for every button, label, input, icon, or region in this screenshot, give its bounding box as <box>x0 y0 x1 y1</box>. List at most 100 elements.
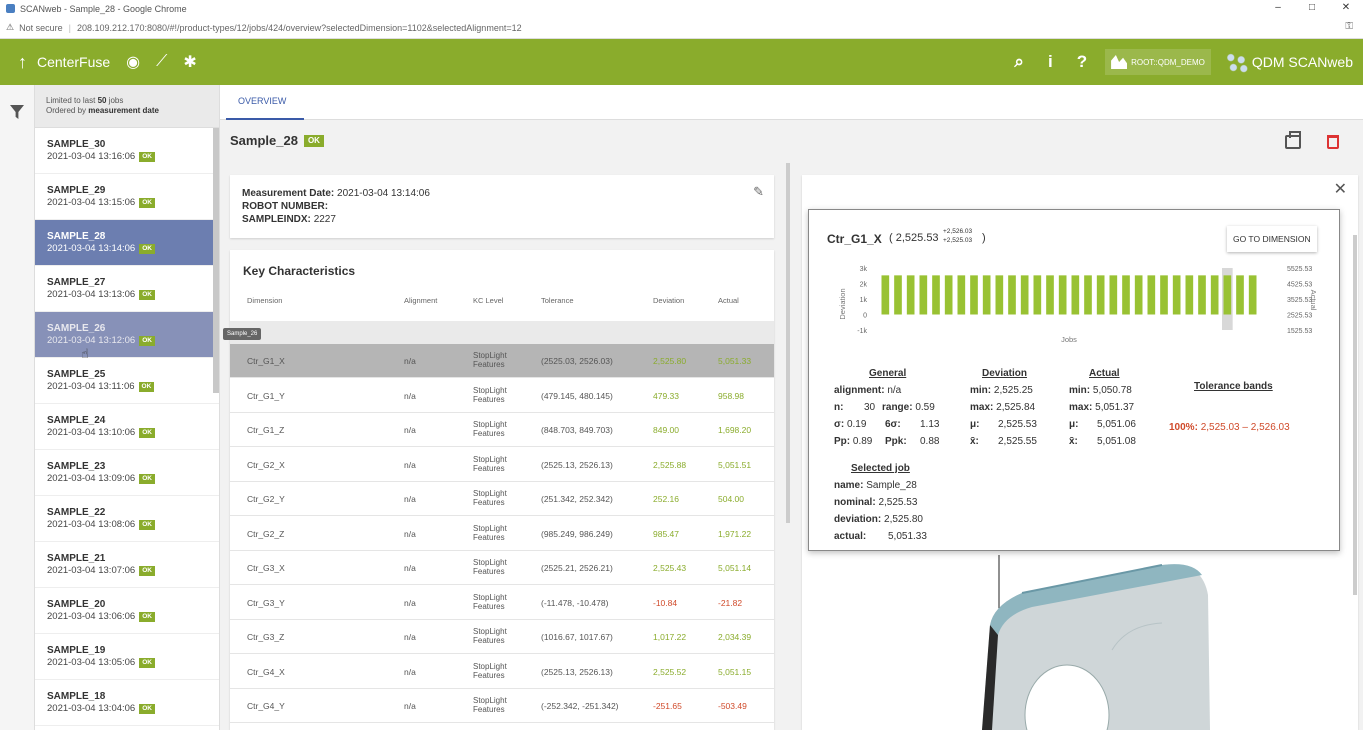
table-row[interactable]: Ctr_G3_Z n/a StopLight Features (1016.67, 10… <box>230 620 774 654</box>
job-list-item[interactable]: SAMPLE_25 2021-03-04 13:11:06 OK <box>35 358 219 404</box>
job-list-item[interactable]: SAMPLE_18 2021-03-04 13:04:06 OK <box>35 680 219 726</box>
brand-title[interactable]: CenterFuse <box>37 54 111 70</box>
job-status-badge: OK <box>139 473 155 484</box>
chart-bar[interactable] <box>932 275 940 315</box>
edit-pencil-icon[interactable]: ✎ <box>753 184 764 199</box>
job-list-item[interactable]: SAMPLE_29 2021-03-04 13:15:06 OK <box>35 174 219 220</box>
url-text[interactable]: 208.109.212.170:8080/#!/product-types/12… <box>76 22 522 33</box>
chart-bar[interactable] <box>957 275 966 315</box>
chart-bar[interactable] <box>1033 275 1042 315</box>
table-row[interactable]: Ctr_G2_Z n/a StopLight Features (985.249, 98… <box>230 517 774 551</box>
cell-tolerance: (-252.342, -251.342) <box>541 701 619 711</box>
go-to-dimension-button[interactable]: GO TO DIMENSION <box>1227 226 1317 252</box>
delete-icon[interactable] <box>1327 135 1339 149</box>
chart-bar[interactable] <box>1109 275 1118 315</box>
filter-icon[interactable] <box>10 105 24 119</box>
table-row[interactable]: Ctr_G4_Y n/a StopLight Features (-252.342, -… <box>230 689 774 723</box>
detail-scrollbar[interactable] <box>1353 235 1357 595</box>
chart-bar[interactable] <box>1008 275 1016 315</box>
chart-bar[interactable] <box>919 275 928 315</box>
chart-bar[interactable] <box>1160 275 1168 315</box>
col-kc-level[interactable]: KC Level <box>473 296 504 305</box>
job-status-badge: OK <box>139 243 155 254</box>
chart-bar[interactable] <box>1147 275 1156 315</box>
cell-deviation: -251.65 <box>653 701 682 711</box>
table-row[interactable]: Ctr_G2_X n/a StopLight Features (2525.13, 25… <box>230 448 774 482</box>
table-row[interactable]: Ctr_G3_Y n/a StopLight Features (-11.478, -1… <box>230 586 774 620</box>
job-list-item[interactable]: SAMPLE_21 2021-03-04 13:07:06 OK <box>35 542 219 588</box>
job-list-item[interactable]: SAMPLE_23 2021-03-04 13:09:06 OK <box>35 450 219 496</box>
chart-bar[interactable] <box>1122 275 1130 315</box>
key-icon[interactable]: ⚿ <box>1345 21 1353 32</box>
col-tolerance[interactable]: Tolerance <box>541 296 574 305</box>
print-icon[interactable] <box>1285 131 1301 149</box>
dimension-card: Ctr_G1_X ( 2,525.53 +2,526.03 +2,525.03 )… <box>808 209 1340 551</box>
general-six-sigma-value: 1.13 <box>920 419 940 430</box>
search-icon[interactable]: ⌕ <box>1014 52 1024 71</box>
eye-icon[interactable]: ◉ <box>126 54 141 71</box>
job-list-item[interactable]: SAMPLE_24 2021-03-04 13:10:06 OK <box>35 404 219 450</box>
job-list-item[interactable]: SAMPLE_27 2021-03-04 13:13:06 OK <box>35 266 219 312</box>
close-icon[interactable]: ✕ <box>1333 181 1347 198</box>
cell-actual: 2,034.39 <box>718 632 752 642</box>
address-bar[interactable]: ⚠ Not secure | 208.109.212.170:8080/#!/p… <box>0 17 1363 39</box>
cell-tolerance: (985.249, 986.249) <box>541 528 613 539</box>
user-box[interactable]: ROOT::QDM_DEMO <box>1105 49 1211 75</box>
chart-bar[interactable] <box>894 275 902 315</box>
chart-bar[interactable] <box>944 275 953 315</box>
job-list-item[interactable]: SAMPLE_30 2021-03-04 13:16:06 OK <box>35 128 219 174</box>
chart-bar[interactable] <box>1185 275 1194 315</box>
col-deviation[interactable]: Deviation <box>653 296 685 305</box>
table-row[interactable]: Ctr_G2_Y n/a StopLight Features (251.342, 25… <box>230 482 774 516</box>
gear-icon[interactable]: ✱ <box>183 54 197 71</box>
up-arrow-icon[interactable]: ↑ <box>18 51 27 72</box>
y2-tick-label: 2525.53 <box>1287 313 1312 320</box>
close-button[interactable]: ✕ <box>1341 2 1351 13</box>
job-list-item[interactable]: SAMPLE_20 2021-03-04 13:06:06 OK <box>35 588 219 634</box>
col-actual[interactable]: Actual <box>718 296 739 305</box>
chart-bar[interactable] <box>970 275 978 315</box>
chart-bar[interactable] <box>1058 275 1067 315</box>
chart-bar[interactable] <box>881 275 890 315</box>
chart-bar[interactable] <box>995 275 1004 315</box>
y-tick-label: 1k <box>860 297 868 304</box>
chart-icon[interactable]: ⟋ <box>156 53 168 70</box>
chart-bar[interactable] <box>1248 275 1257 315</box>
job-list-item[interactable]: SAMPLE_22 2021-03-04 13:08:06 OK <box>35 496 219 542</box>
chart-bar[interactable] <box>1210 275 1219 315</box>
info-icon[interactable]: i <box>1047 52 1053 71</box>
table-row[interactable]: Ctr_G4_X n/a StopLight Features (2525.13, 25… <box>230 655 774 689</box>
chart-bar[interactable] <box>1223 275 1232 315</box>
chart-bar[interactable] <box>1071 275 1080 315</box>
table-row[interactable]: Ctr_G1_Y n/a StopLight Features (479.145, 48… <box>230 379 774 413</box>
col-dimension[interactable]: Dimension <box>247 296 283 305</box>
table-row[interactable]: Ctr_G3_X n/a StopLight Features (2525.21, 25… <box>230 551 774 585</box>
chart-bar[interactable] <box>1020 275 1029 315</box>
chart-bar[interactable] <box>1198 275 1206 315</box>
maximize-button[interactable]: □ <box>1308 2 1316 13</box>
chart-bar[interactable] <box>1236 275 1244 315</box>
chart-bar[interactable] <box>1084 275 1092 315</box>
jobs-scrollbar[interactable] <box>213 128 219 393</box>
table-row[interactable]: Ctr_G1_Z n/a StopLight Features (848.703, 84… <box>230 413 774 447</box>
job-list-item[interactable]: SAMPLE_28 2021-03-04 13:14:06 OK <box>35 220 219 266</box>
chart-bar[interactable] <box>982 275 991 315</box>
chart-bar[interactable] <box>1096 275 1105 315</box>
part-3d-model[interactable] <box>962 555 1222 730</box>
col-alignment[interactable]: Alignment <box>404 296 438 305</box>
cell-actual: 504.00 <box>718 494 744 504</box>
job-date: 2021-03-04 13:14:06 OK <box>47 243 219 254</box>
help-icon[interactable]: ? <box>1076 52 1088 71</box>
kc-title: Key Characteristics <box>243 264 356 278</box>
job-list-item[interactable]: SAMPLE_26 2021-03-04 13:12:06 OK <box>35 312 219 358</box>
chart-bar[interactable] <box>1046 275 1054 315</box>
job-list-item[interactable]: SAMPLE_19 2021-03-04 13:05:06 OK <box>35 634 219 680</box>
main-scrollbar[interactable] <box>786 163 790 523</box>
chart-bar[interactable] <box>1134 275 1143 315</box>
minimize-button[interactable]: – <box>1275 2 1281 13</box>
chart-bar[interactable] <box>1172 275 1181 315</box>
table-row[interactable]: Ctr_G1_X n/a StopLight Features (2525.03, 25… <box>230 344 774 378</box>
job-name: SAMPLE_21 <box>47 553 106 564</box>
chart-bar[interactable] <box>906 275 915 315</box>
tab-overview[interactable]: OVERVIEW <box>238 96 287 106</box>
